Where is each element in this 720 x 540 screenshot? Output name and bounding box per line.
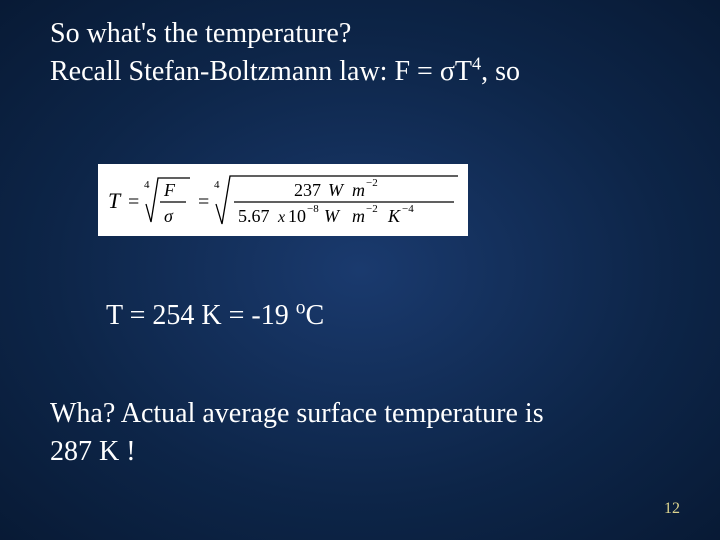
wha-line-2: 287 K !: [50, 436, 136, 468]
exponent-4: 4: [472, 54, 481, 74]
den-10: 10: [288, 206, 306, 226]
result-C: C: [306, 300, 325, 331]
eq-equals-2: =: [198, 191, 209, 213]
equation-svg: T = 4 F σ = 4 237 W m −2 5.67 x 10 −8 W: [98, 164, 468, 236]
eq-root-index-1: 4: [144, 179, 150, 191]
page-number: 12: [664, 500, 680, 518]
degree-symbol: o: [296, 298, 306, 319]
den-W: W: [324, 206, 341, 226]
den-5p67: 5.67: [238, 206, 270, 226]
num-237: 237: [294, 180, 321, 200]
den-x: x: [277, 209, 285, 226]
eq-T: T: [108, 188, 122, 213]
num-m: m: [352, 180, 365, 200]
equation-box: T = 4 F σ = 4 237 W m −2 5.67 x 10 −8 W: [98, 164, 468, 236]
sb-law-suffix: , so: [481, 56, 520, 87]
wha-line-1: Wha? Actual average surface temperature …: [50, 398, 670, 430]
result-line: T = 254 K = -19 oC: [106, 300, 324, 332]
eq-root-index-2: 4: [214, 179, 220, 191]
eq-F: F: [163, 180, 176, 200]
den-K-exp: −4: [402, 203, 414, 215]
den-m-exp: −2: [366, 203, 378, 215]
sb-law-prefix: Recall Stefan-Boltzmann law: F =: [50, 56, 440, 87]
slide: So what's the temperature? Recall Stefan…: [0, 0, 720, 540]
eq-equals-1: =: [128, 191, 139, 213]
num-W: W: [328, 180, 345, 200]
sigma: σ: [440, 56, 455, 87]
result-text: T = 254 K = -19: [106, 300, 296, 331]
den-10-exp: −8: [307, 203, 319, 215]
heading-line-1: So what's the temperature?: [50, 18, 351, 50]
den-K: K: [387, 206, 401, 226]
den-m: m: [352, 206, 365, 226]
heading-line-2: Recall Stefan-Boltzmann law: F = σT4, so: [50, 56, 520, 88]
eq-sigma: σ: [164, 206, 174, 226]
T-var: T: [455, 56, 472, 87]
num-m-exp: −2: [366, 177, 378, 189]
